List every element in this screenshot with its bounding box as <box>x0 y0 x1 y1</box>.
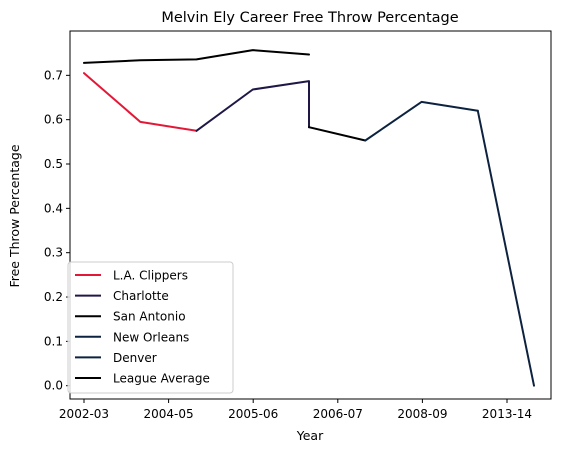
y-tick-label: 0.0 <box>44 379 63 393</box>
y-tick-label: 0.7 <box>44 68 63 82</box>
legend-label: New Orleans <box>113 330 189 344</box>
legend-label: League Average <box>113 372 210 386</box>
series-line-charlotte <box>195 80 310 132</box>
series-line-denver <box>476 109 535 387</box>
plot-area: 0.0 0.1 0.2 0.3 0.4 0.5 0.6 0.7 2002-03 2004-05 20… <box>44 30 552 421</box>
x-tick-label: 2013-14 <box>482 407 532 421</box>
y-tick-label: 0.6 <box>44 113 63 127</box>
legend-label: L.A. Clippers <box>113 269 188 283</box>
y-axis-label: Free Throw Percentage <box>7 144 22 287</box>
axes-frame <box>69 30 552 400</box>
y-tick-label: 0.3 <box>44 246 63 260</box>
legend-label: Charlotte <box>113 289 169 303</box>
series-line-san-antonio <box>308 126 367 142</box>
series-line-league-average <box>83 49 310 64</box>
y-tick-label: 0.5 <box>44 157 63 171</box>
x-tick-label: 2002-03 <box>59 407 109 421</box>
chart-title: Melvin Ely Career Free Throw Percentage <box>161 10 458 26</box>
legend-box <box>67 261 234 394</box>
legend: L.A. Clippers Charlotte San Antonio New Orl… <box>67 261 234 394</box>
x-tick-label: 2004-05 <box>144 407 194 421</box>
y-tick-label: 0.4 <box>44 201 63 215</box>
x-tick-label: 2005-06 <box>228 407 278 421</box>
legend-label: San Antonio <box>113 310 186 324</box>
series-line-new-orleans <box>364 100 479 142</box>
series-line-l-a-clippers <box>83 72 198 132</box>
x-tick-label: 2008-09 <box>397 407 447 421</box>
y-tick-label: 0.1 <box>44 334 63 348</box>
x-tick-label: 2006-07 <box>313 407 363 421</box>
legend-label: Denver <box>113 351 157 365</box>
y-tick-label: 0.2 <box>44 290 63 304</box>
x-axis-label: Year <box>296 428 324 443</box>
